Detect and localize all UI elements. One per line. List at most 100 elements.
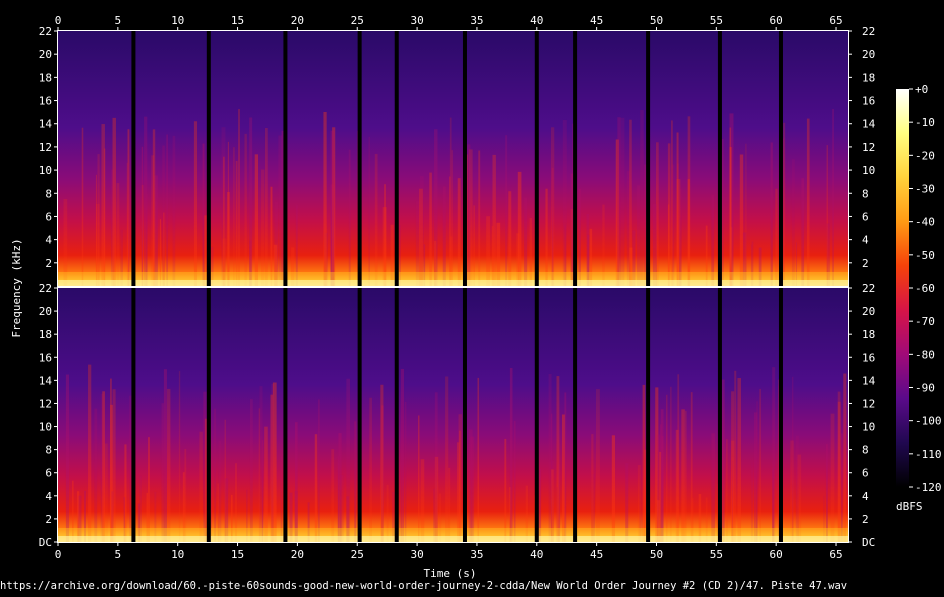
energy-streak: [556, 487, 558, 542]
y-tick-label-left: 20: [39, 305, 52, 318]
energy-streak: [419, 188, 423, 286]
y-tick-label-right: 22: [862, 25, 875, 38]
energy-streak: [504, 438, 507, 542]
x-tick-label-bottom: 5: [115, 548, 122, 561]
energy-streak: [570, 173, 575, 286]
energy-streak: [466, 154, 469, 286]
y-tick-label-left: 8: [45, 444, 52, 457]
energy-streak: [258, 408, 261, 542]
colorbar-tick-label: -120: [915, 481, 942, 494]
x-tick-label-bottom: 30: [410, 548, 423, 561]
energy-streak: [791, 376, 794, 542]
energy-streak: [556, 376, 560, 542]
energy-streak: [323, 111, 327, 286]
energy-streak: [801, 178, 805, 286]
colorbar-tick-label: -20: [915, 149, 935, 162]
energy-streak: [76, 491, 80, 542]
y-tick-label-right: 20: [862, 48, 875, 61]
energy-streak: [222, 238, 227, 286]
energy-streak: [264, 426, 268, 542]
energy-streak: [790, 440, 794, 542]
energy-streak: [221, 127, 226, 286]
energy-streak: [671, 164, 675, 286]
energy-streak: [797, 454, 802, 542]
energy-streak: [77, 495, 82, 542]
energy-streak: [726, 439, 728, 542]
energy-streak: [445, 376, 449, 542]
energy-streak: [750, 244, 753, 286]
energy-streak: [457, 178, 461, 286]
energy-streak: [338, 433, 342, 542]
energy-streak: [172, 135, 176, 286]
energy-streak: [116, 182, 120, 286]
energy-streak: [314, 434, 318, 542]
energy-streak: [217, 483, 220, 542]
energy-streak: [110, 169, 115, 286]
energy-streak: [825, 444, 828, 542]
energy-streak: [231, 494, 233, 542]
x-tick-label-bottom: 0: [55, 548, 62, 561]
energy-streak: [491, 226, 494, 286]
silence-gap: [283, 288, 288, 542]
energy-streak: [112, 389, 116, 542]
energy-streak: [508, 191, 512, 286]
energy-streak: [456, 442, 460, 542]
colorbar-tick-label: +0: [915, 83, 928, 96]
energy-streak: [392, 491, 395, 542]
energy-streak: [449, 117, 452, 287]
energy-streak: [65, 374, 70, 542]
y-tick-label-left: 22: [39, 282, 52, 295]
energy-streak: [783, 122, 786, 286]
energy-streak: [517, 171, 522, 286]
dc-band-energy: [58, 280, 848, 286]
energy-streak: [259, 386, 263, 542]
energy-streak: [103, 148, 106, 286]
energy-streak: [655, 387, 659, 542]
energy-streak: [420, 459, 425, 542]
energy-streak: [731, 461, 734, 542]
energy-streak: [640, 110, 644, 286]
silence-gap: [573, 288, 578, 542]
colorbar-tick-label: -70: [915, 315, 935, 328]
silence-gap: [717, 288, 722, 542]
energy-streak: [448, 467, 451, 542]
x-tick-label-bottom: 15: [231, 548, 244, 561]
silence-gap: [646, 288, 651, 542]
y-tick-label-left: 16: [39, 351, 52, 364]
energy-streak: [659, 451, 662, 542]
y-tick-label-right: 4: [862, 490, 869, 503]
energy-streak: [513, 421, 516, 542]
energy-streak: [558, 463, 561, 542]
y-tick-label-left: 10: [39, 421, 52, 434]
silence-gap: [534, 31, 539, 286]
energy-streak: [562, 414, 565, 542]
energy-streak: [330, 238, 333, 286]
energy-streak: [642, 384, 646, 542]
silence-gap: [206, 288, 211, 542]
silence-gap: [357, 31, 362, 286]
energy-streak: [289, 492, 293, 542]
silence-gap: [534, 288, 539, 542]
energy-streak: [529, 218, 533, 286]
energy-streak: [578, 188, 581, 286]
x-tick-label-top: 40: [530, 14, 543, 27]
energy-streak: [587, 234, 590, 286]
y-tick-label-left: 16: [39, 95, 52, 108]
energy-streak: [235, 160, 238, 286]
energy-streak: [562, 119, 567, 287]
energy-streak: [227, 141, 229, 286]
energy-streak: [564, 392, 567, 542]
energy-streak: [750, 461, 754, 542]
colorbar-unit-label: dBFS: [896, 500, 923, 513]
y-tick-label-left: 10: [39, 164, 52, 177]
energy-streak: [324, 232, 328, 286]
energy-streak: [795, 435, 799, 542]
x-tick-label-top: 0: [55, 14, 62, 27]
energy-streak: [538, 469, 542, 542]
energy-streak: [644, 449, 647, 542]
energy-streak: [826, 223, 830, 286]
energy-streak: [146, 193, 148, 286]
energy-streak: [433, 488, 436, 542]
energy-streak: [473, 205, 475, 286]
energy-streak: [204, 215, 208, 286]
